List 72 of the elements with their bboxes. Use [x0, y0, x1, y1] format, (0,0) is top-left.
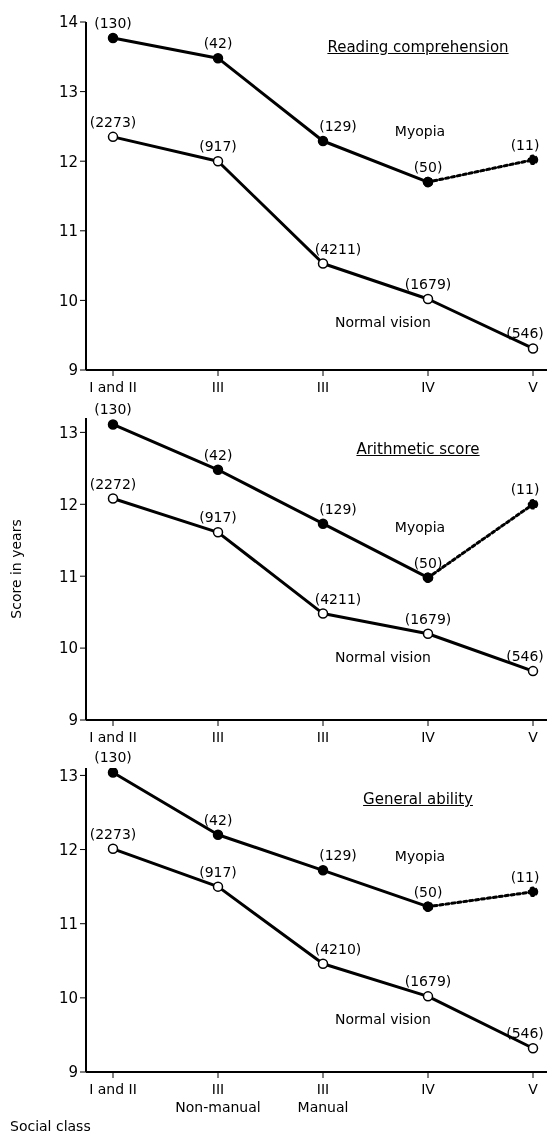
y-tick-label: 9	[68, 711, 78, 730]
x-axis-title: Social class	[9, 1118, 92, 1133]
y-tick-label: 13	[58, 766, 78, 785]
annotation: (4211)	[314, 590, 362, 607]
x-tick-label: III	[316, 379, 330, 395]
y-tick-label: 14	[58, 13, 78, 32]
y-tick-label: 9	[68, 361, 78, 380]
y-tick-label: 10	[58, 639, 78, 658]
x-tick-label: I and II	[89, 1081, 137, 1097]
x-tick-label: V	[528, 729, 539, 745]
annotation: (42)	[203, 446, 233, 463]
annotation: (11)	[510, 136, 540, 153]
y-tick-label: 11	[58, 915, 78, 934]
annotation: (1679)	[404, 610, 452, 627]
y-tick-label: 10	[58, 291, 78, 310]
annotation: (129)	[319, 118, 357, 135]
annotation: (129)	[319, 500, 357, 517]
annotation: (1679)	[404, 276, 452, 293]
x-tick-label: III	[316, 729, 330, 745]
x-tick-label: IV	[421, 379, 436, 395]
text: Arithmetic score	[356, 440, 480, 458]
y-tick-label: 11	[58, 567, 78, 586]
annotation: (50)	[413, 883, 443, 900]
series-label: Myopia	[394, 518, 446, 535]
y-tick-label: 12	[58, 495, 78, 514]
annotation: (1679)	[404, 973, 452, 990]
x-tick-label: I and II	[89, 379, 137, 395]
annotation: (546)	[506, 1025, 544, 1042]
annotation: (2273)	[89, 113, 137, 130]
y-tick-label: 12	[58, 840, 78, 859]
x-tick-label: III Non-manual	[175, 1081, 261, 1115]
series-label: Myopia	[394, 123, 446, 140]
annotation: (4211)	[314, 240, 362, 257]
annotation: (11)	[510, 481, 540, 498]
x-tick-label: III	[211, 729, 225, 745]
annotation: (42)	[203, 811, 233, 828]
y-tick-label: 12	[58, 152, 78, 171]
x-tick-label: IV	[421, 1081, 436, 1097]
annotation: (546)	[506, 325, 544, 342]
annotation: (130)	[94, 401, 132, 418]
x-tick-label: V	[528, 1081, 539, 1097]
y-tick-label: 13	[58, 82, 78, 101]
x-tick-label: III Manual	[297, 1081, 349, 1115]
annotation: (2272)	[89, 475, 137, 492]
annotation: (130)	[94, 749, 132, 766]
annotation: (130)	[94, 15, 132, 32]
y-axis-title: Score in years	[7, 519, 24, 619]
y-tick-label: 13	[58, 423, 78, 442]
annotation: (50)	[413, 554, 443, 571]
y-tick-label: 9	[68, 1063, 78, 1082]
x-tick-label: IV	[421, 729, 436, 745]
text: General ability	[363, 790, 473, 808]
annotation: (917)	[199, 138, 237, 155]
series-label: Normal vision	[335, 648, 431, 665]
y-tick-label: 10	[58, 989, 78, 1008]
text: Myopia	[394, 847, 446, 864]
annotation: (50)	[413, 159, 443, 176]
annotation: (546)	[506, 648, 544, 665]
x-tick-label: III	[211, 379, 225, 395]
series-label: Normal vision	[335, 1011, 431, 1028]
x-tick-label: V	[528, 379, 539, 395]
text: Reading comprehension	[327, 38, 509, 56]
annotation: (129)	[319, 847, 357, 864]
annotation: (11)	[510, 868, 540, 885]
annotation: (917)	[199, 509, 237, 526]
annotation: (2273)	[89, 825, 137, 842]
y-tick-label: 11	[58, 222, 78, 241]
annotation: (42)	[203, 35, 233, 52]
x-tick-label: I and II	[89, 729, 137, 745]
series-label: Normal vision	[335, 314, 431, 331]
annotation: (917)	[199, 863, 237, 880]
annotation: (4210)	[314, 940, 362, 957]
